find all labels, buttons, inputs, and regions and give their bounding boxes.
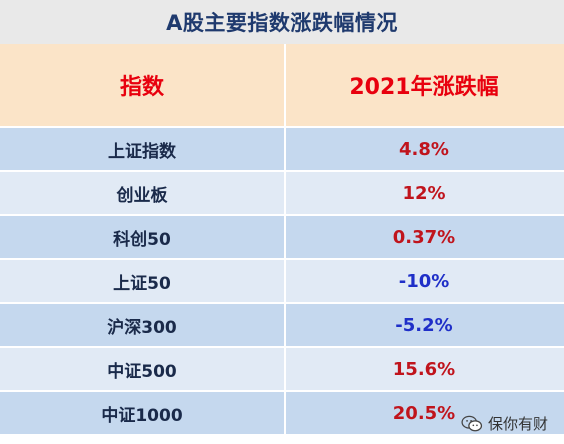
change-value-cell: 4.8% [399,138,449,160]
index-name-cell: 上证50 [113,273,171,294]
change-value-cell: 15.6% [392,358,456,380]
change-value-cell: 0.37% [392,226,456,248]
title-bar: A股主要指数涨跌幅情况 [0,0,564,44]
index-name-cell: 沪深300 [107,317,177,338]
wechat-icon [461,415,483,431]
watermark: 保你有财 [461,413,548,434]
table-row: 创业板 12% [0,170,564,214]
header-change-2021: 2021年涨跌幅 [349,75,499,100]
change-value-cell: 20.5% [392,402,456,424]
change-value-cell: -10% [398,270,450,292]
table-row: 科创50 0.37% [0,214,564,258]
table-row: 中证1000 20.5% [0,390,564,434]
index-name-cell: 上证指数 [108,141,176,162]
page-title: A股主要指数涨跌幅情况 [166,11,398,35]
header-index: 指数 [119,75,164,100]
index-name-cell: 科创50 [113,229,171,250]
watermark-text: 保你有财 [487,415,548,433]
index-table: 指数 2021年涨跌幅 上证指数 4.8% 创业板 12% 科创50 0.37% 上证50 -… [0,44,564,444]
table-header-row: 指数 2021年涨跌幅 [0,44,564,126]
change-value-cell: -5.2% [395,314,453,336]
table-row: 中证500 15.6% [0,346,564,390]
table-row: 沪深300 -5.2% [0,302,564,346]
table-row: 上证指数 4.8% [0,126,564,170]
column-divider [284,44,286,444]
index-name-cell: 创业板 [116,185,168,206]
index-name-cell: 中证500 [107,361,177,382]
index-name-cell: 中证1000 [101,405,183,426]
change-value-cell: 12% [402,182,446,204]
table-row: 上证50 -10% [0,258,564,302]
table-body: 上证指数 4.8% 创业板 12% 科创50 0.37% 上证50 -10% 沪深300 -5.2… [0,126,564,434]
